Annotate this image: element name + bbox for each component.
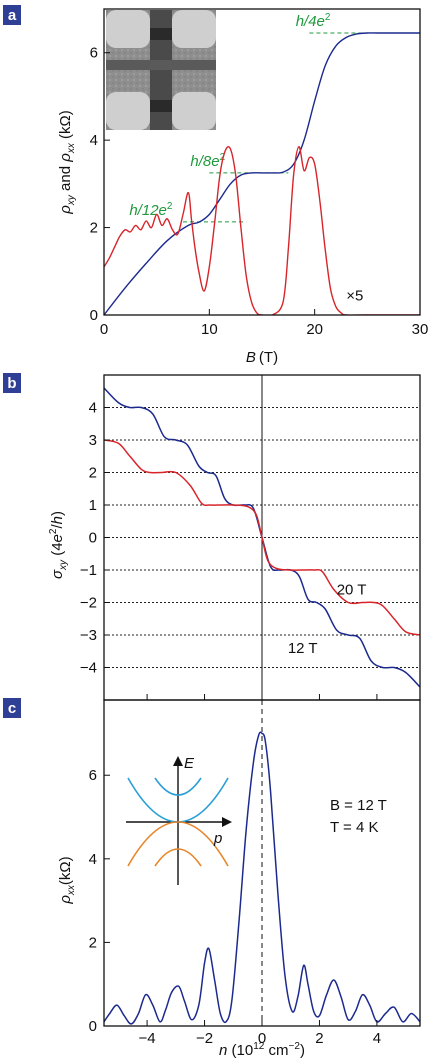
scale-factor-label: ×5	[346, 287, 363, 304]
inset-lower-band-inner	[154, 848, 202, 867]
panel-a-ytick-label: 6	[90, 45, 98, 62]
panel-b-ytick-label: −1	[80, 562, 97, 579]
panel-b-ytick-label: 2	[89, 465, 97, 482]
panel-b-ylabel: σxy (4e2/h)	[48, 511, 69, 579]
panel-a-series-line-1	[104, 32, 420, 315]
panel-c-ytick-label: 6	[89, 767, 97, 784]
panel-a-ticks: 0 10 20 30 0 2 4 6	[90, 45, 429, 338]
panel-c: c −4 −2 0 2 4 0 2 4 6 E p B = 12 T T = 4 K ρxx(k…	[3, 698, 421, 1059]
inset-momentum-arrow-icon	[222, 817, 232, 827]
plateau-label: h/4e2	[296, 12, 331, 30]
panel-b: b 4 3 2 1 0 −1 −2 −3 −4 20 T 12 T σxy (4e2/h)	[3, 373, 421, 701]
panel-c-ytick-label: 4	[89, 851, 97, 868]
panel-b-ytick-label: −2	[80, 595, 97, 612]
dirac-cone-inset: E p	[126, 755, 232, 885]
panel-a-ytick-label: 2	[90, 220, 98, 237]
panel-b-ytick-label: 3	[89, 432, 97, 449]
panel-c-xtick-label: 0	[258, 1030, 266, 1047]
panel-a-xlabel: B (T)	[246, 349, 278, 366]
panel-b-label: b	[7, 375, 16, 392]
inset-upper-band-inner	[154, 777, 202, 796]
panel-b-series	[104, 387, 420, 688]
panel-a-series	[104, 32, 420, 315]
panel-c-ytick-label: 0	[89, 1018, 97, 1035]
panel-b-badge	[3, 373, 21, 393]
panel-b-ytick-label: 4	[89, 400, 97, 417]
panel-b-series-label: 20 T	[337, 582, 367, 599]
inset-lower-band-outer	[127, 821, 229, 867]
panel-c-temperature-text: T = 4 K	[330, 819, 379, 836]
panel-a-frame	[103, 8, 421, 316]
panel-a-series-line-2	[104, 145, 420, 315]
panel-b-ytick-label: −3	[80, 627, 97, 644]
device-micrograph-inset	[106, 10, 216, 130]
panel-b-ytick-label: −4	[80, 660, 97, 677]
panel-c-ytick-label: 2	[89, 934, 97, 951]
inset-energy-arrow-icon	[173, 756, 183, 766]
panel-a-xtick-label: 20	[306, 321, 323, 338]
panel-c-xlabel: n (1012 cm−2)	[219, 1041, 305, 1059]
panel-a: a h/4e2 h/8e2 h/12e2 ×5 0 10 20 30 0 2 4 6 ρxy and…	[3, 5, 428, 366]
panel-b-ytick-label: 1	[89, 497, 97, 514]
panel-a-ylabel: ρxy and ρxx (kΩ)	[57, 110, 77, 214]
panel-b-ytick-label: 0	[89, 530, 97, 547]
panel-c-xtick-label: 4	[373, 1030, 381, 1047]
panel-a-label: a	[8, 7, 17, 24]
panel-b-series-labels: 20 T 12 T	[288, 582, 367, 658]
panel-c-badge	[3, 698, 21, 718]
plateau-label: h/12e2	[129, 201, 173, 219]
panel-b-ticks: 4 3 2 1 0 −1 −2 −3 −4	[80, 400, 378, 700]
panel-c-xtick-label: −4	[139, 1030, 156, 1047]
panel-c-ylabel: ρxx(kΩ)	[57, 856, 77, 904]
inset-E-label: E	[184, 755, 195, 772]
panel-b-series-20t	[104, 439, 420, 636]
panel-c-field-text: B = 12 T	[330, 797, 387, 814]
panel-a-xtick-label: 0	[100, 321, 108, 338]
panel-c-rhoxx-line	[104, 731, 420, 1025]
panel-c-xtick-label: −2	[196, 1030, 213, 1047]
panel-c-xtick-label: 2	[315, 1030, 323, 1047]
panel-a-ytick-label: 0	[90, 307, 98, 324]
inset-p-label: p	[213, 830, 222, 847]
panel-a-ytick-label: 4	[90, 132, 98, 149]
panel-a-xtick-label: 10	[201, 321, 218, 338]
panel-c-series	[104, 731, 420, 1025]
panel-c-label: c	[8, 700, 16, 717]
panel-a-badge	[3, 5, 21, 25]
panel-b-series-label: 12 T	[288, 640, 318, 657]
panel-a-xtick-label: 30	[412, 321, 429, 338]
plateau-label: h/8e2	[190, 152, 225, 170]
panel-c-ticks: −4 −2 0 2 4 0 2 4 6	[89, 767, 381, 1047]
